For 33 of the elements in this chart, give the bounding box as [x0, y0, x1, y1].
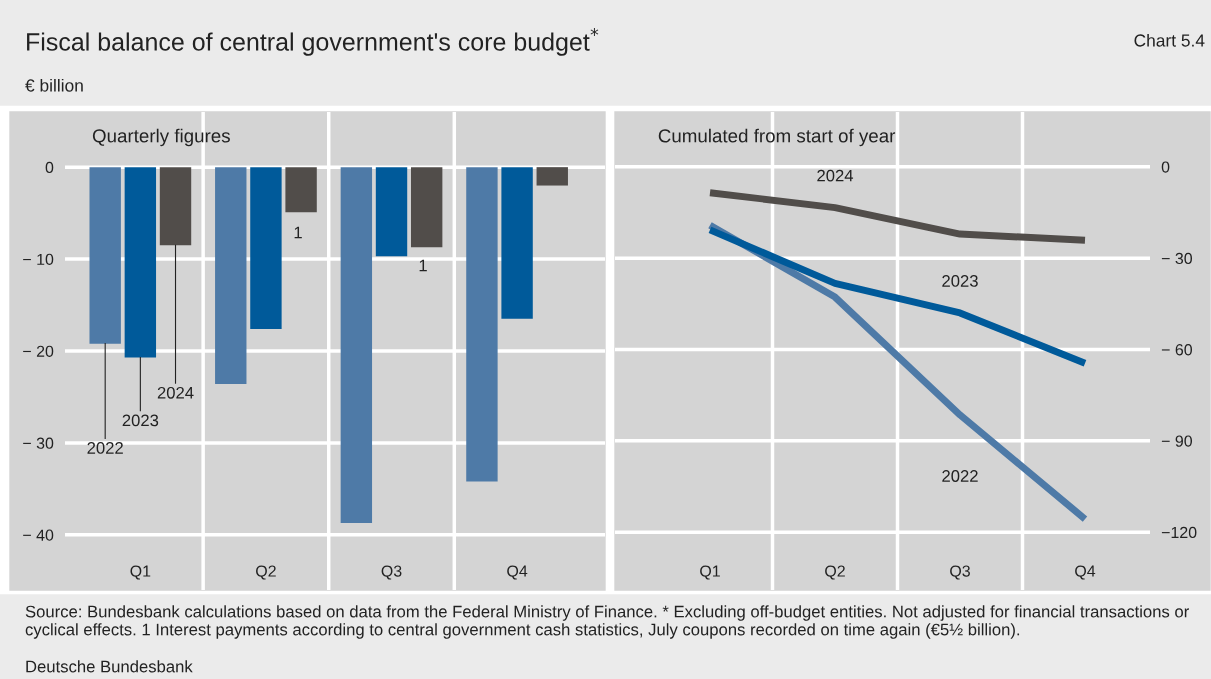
- text: Cumulated from start of year: [658, 128, 896, 147]
- x-tick-label: Q3: [950, 565, 970, 580]
- text: 2024: [157, 386, 194, 399]
- y-tick-label: − 40: [23, 529, 54, 541]
- y-tick-label: − 20: [23, 345, 54, 357]
- x-tick-label: Q1: [130, 565, 151, 580]
- text: Quarterly figures: [92, 128, 230, 147]
- text: € billion: [25, 78, 83, 92]
- y-tick-label: − 90: [1161, 435, 1193, 447]
- x-tick-label: Q2: [825, 565, 845, 580]
- x-tick-label: Q3: [381, 565, 402, 580]
- text: Deutsche Bundesbank: [26, 660, 193, 673]
- x-tick-label: Q2: [256, 565, 276, 580]
- caption: Chart 5.4: [1134, 33, 1205, 47]
- text: 2023: [122, 414, 159, 427]
- y-tick-label: − 30: [1161, 252, 1193, 265]
- annotation: 1: [419, 259, 427, 272]
- y-tick-label: − 60: [1161, 344, 1193, 356]
- source-note: Source: Bundesbank calculations based on data from the Federal Ministry of Finance. * Excluding off-budget entities. Not adjusted for financial transactions or cyclical effects. 1 Interest payments according to central government cash statistics, July coupons recorded on time again (€5½ billion).: [25, 605, 1189, 639]
- text: Fiscal balance of central government's core budget$^{*}$: [27, 28, 599, 56]
- y-tick-label: 0: [45, 161, 54, 174]
- x-tick-label: Q4: [507, 565, 528, 580]
- x-tick-label: Q4: [1075, 565, 1096, 580]
- y-tick-label: − 10: [23, 253, 54, 266]
- y-tick-label: 0: [1161, 161, 1170, 173]
- annotation: 1: [294, 226, 302, 239]
- series-label: 2022: [942, 470, 978, 482]
- series-label: 2023: [942, 275, 978, 287]
- text: 2022: [87, 442, 123, 454]
- y-tick-label: − 30: [23, 437, 54, 449]
- y-tick-label: −120: [1161, 526, 1197, 539]
- series-label: 2024: [817, 169, 854, 182]
- x-tick-label: Q1: [700, 565, 720, 580]
